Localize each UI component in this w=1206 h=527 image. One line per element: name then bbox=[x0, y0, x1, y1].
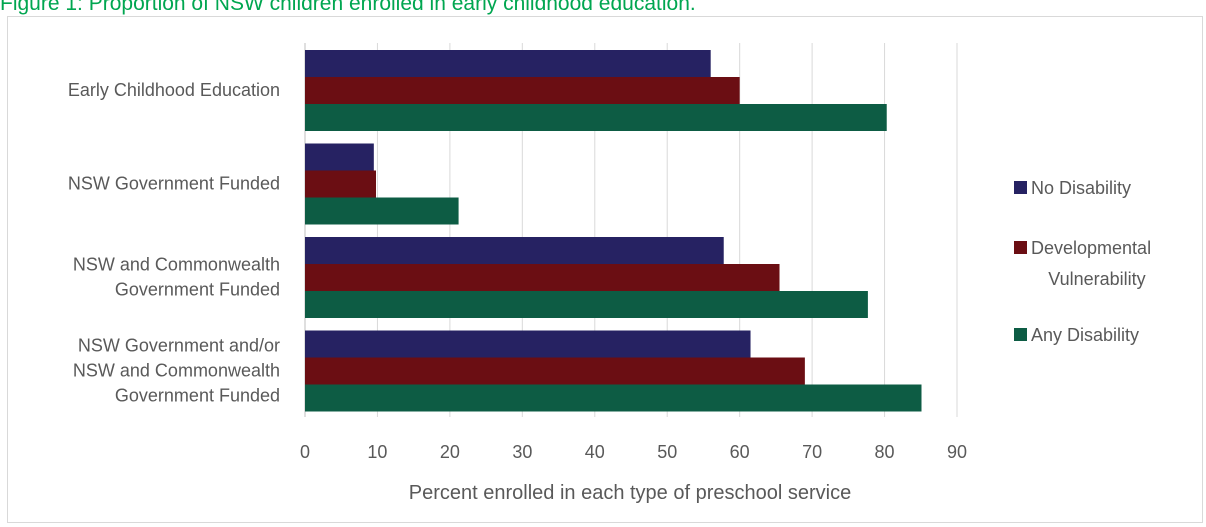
bar bbox=[305, 237, 724, 264]
legend-label: Vulnerability bbox=[1048, 269, 1145, 289]
bar bbox=[305, 330, 751, 358]
legend-label: Developmental bbox=[1031, 238, 1151, 258]
tick-label: 80 bbox=[875, 442, 895, 462]
category-label: Early Childhood Education bbox=[68, 80, 280, 100]
category-label: NSW Government and/or bbox=[78, 335, 280, 355]
bar bbox=[305, 170, 376, 198]
tick-labels: 0 10 20 30 40 50 60 70 80 90 bbox=[300, 442, 967, 462]
x-axis-title: Percent enrolled in each type of prescho… bbox=[409, 482, 851, 504]
bar bbox=[305, 384, 922, 412]
legend-swatch bbox=[1014, 241, 1027, 254]
category-label: NSW and Commonwealth bbox=[73, 360, 280, 380]
tick-label: 30 bbox=[512, 442, 532, 462]
bars bbox=[305, 50, 922, 412]
legend: No Disability Developmental Vulnerability A… bbox=[1014, 178, 1151, 345]
category-label: NSW Government Funded bbox=[68, 173, 280, 193]
bar bbox=[305, 264, 780, 291]
legend-swatch bbox=[1014, 328, 1027, 341]
tick-label: 60 bbox=[730, 442, 750, 462]
tick-label: 0 bbox=[300, 442, 310, 462]
bar bbox=[305, 291, 868, 318]
tick-label: 50 bbox=[657, 442, 677, 462]
bar bbox=[305, 357, 805, 385]
bar bbox=[305, 143, 374, 171]
chart-title: Figure 1: Proportion of NSW children enr… bbox=[0, 0, 696, 15]
category-label: NSW and Commonwealth bbox=[73, 254, 280, 274]
tick-label: 70 bbox=[802, 442, 822, 462]
tick-label: 20 bbox=[440, 442, 460, 462]
tick-label: 10 bbox=[367, 442, 387, 462]
legend-swatch bbox=[1014, 181, 1027, 194]
bar bbox=[305, 104, 887, 131]
chart-frame bbox=[7, 16, 1203, 523]
bar bbox=[305, 77, 740, 104]
category-label: Government Funded bbox=[115, 279, 280, 299]
legend-label: Any Disability bbox=[1031, 325, 1139, 345]
legend-label: No Disability bbox=[1031, 178, 1131, 198]
category-label: Government Funded bbox=[115, 385, 280, 405]
tick-label: 40 bbox=[585, 442, 605, 462]
bar bbox=[305, 50, 711, 77]
tick-label: 90 bbox=[947, 442, 967, 462]
category-labels: Early Childhood Education NSW Government … bbox=[68, 80, 280, 406]
bar bbox=[305, 197, 459, 225]
